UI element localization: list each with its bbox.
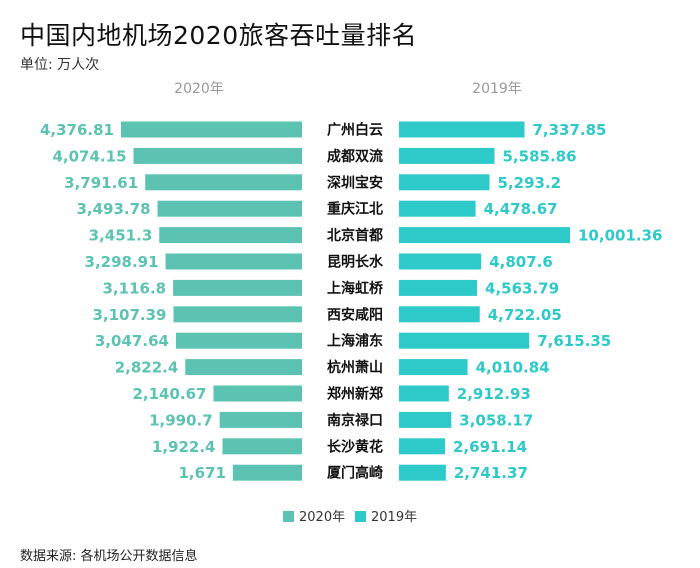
value-label-2020: 2,822.4 — [115, 359, 179, 377]
chart-row: 3,107.39 西安咸阳 4,722.05 — [92, 306, 561, 324]
airport-name: 重庆江北 — [327, 201, 383, 218]
airport-name: 上海浦东 — [327, 333, 383, 350]
value-label-2020: 1,990.7 — [149, 411, 213, 429]
chart-row: 3,791.61 深圳宝安 5,293.2 — [64, 174, 561, 192]
chart-row: 1,922.4 长沙黄花 2,691.14 — [152, 438, 527, 456]
chart-row: 4,376.81 广州白云 7,337.85 — [40, 121, 607, 139]
legend-label-2019: 2019年 — [371, 510, 417, 525]
bar-2020 — [145, 174, 302, 191]
bar-2019 — [399, 200, 476, 217]
airport-name: 厦门高崎 — [327, 465, 383, 482]
value-label-2020: 4,074.15 — [52, 147, 126, 165]
value-label-2019: 7,337.85 — [532, 121, 606, 139]
chart-rows: 4,376.81 广州白云 7,337.85 4,074.15 成都双流 5,585.86… — [40, 121, 663, 482]
value-label-2019: 7,615.35 — [537, 332, 611, 350]
chart-legend: 2020年 2019年 — [283, 510, 417, 525]
unit-label: 单位: 万人次 — [20, 57, 100, 73]
value-label-2020: 2,140.67 — [132, 385, 206, 403]
bar-2019 — [399, 253, 482, 270]
value-label-2020: 4,376.81 — [40, 121, 114, 139]
value-label-2019: 4,722.05 — [488, 306, 562, 324]
value-label-2020: 1,922.4 — [152, 438, 216, 456]
bar-2020 — [222, 438, 302, 455]
chart-row: 1,990.7 南京禄口 3,058.17 — [149, 411, 533, 429]
legend-label-2020: 2020年 — [299, 510, 345, 525]
value-label-2020: 3,116.8 — [103, 279, 167, 297]
left-column-header-text: 2020年 — [174, 81, 224, 97]
right-column-header-text: 2019年 — [472, 81, 522, 97]
bar-2019 — [399, 332, 530, 349]
value-label-2020: 3,047.64 — [95, 332, 169, 350]
bar-2020 — [173, 306, 302, 323]
chart-row: 2,822.4 杭州萧山 4,010.84 — [115, 359, 550, 377]
chart-row: 1,671 厦门高崎 2,741.37 — [178, 464, 527, 482]
chart-row: 3,298.91 昆明长水 4,807.6 — [85, 253, 553, 271]
left-column-header: 2020年 — [174, 81, 224, 97]
airport-name: 成都双流 — [327, 148, 383, 165]
right-column-header: 2019年 — [472, 81, 522, 97]
value-label-2020: 3,107.39 — [92, 306, 166, 324]
value-label-2020: 3,791.61 — [64, 174, 138, 192]
chart-title: 中国内地机场2020旅客吞吐量排名 — [20, 21, 418, 50]
chart-row: 3,493.78 重庆江北 4,478.67 — [76, 200, 557, 218]
bar-2020 — [159, 227, 302, 244]
value-label-2020: 3,493.78 — [76, 200, 150, 218]
chart-row: 2,140.67 郑州新郑 2,912.93 — [132, 385, 530, 403]
value-label-2019: 10,001.36 — [578, 227, 662, 245]
chart-row: 3,451.3 北京首都 10,001.36 — [89, 227, 663, 245]
value-label-2019: 5,585.86 — [503, 147, 577, 165]
airport-name: 西安咸阳 — [327, 306, 383, 323]
data-source: 数据来源: 各机场公开数据信息 — [20, 549, 198, 564]
value-label-2019: 4,563.79 — [485, 279, 559, 297]
airport-name: 深圳宝安 — [327, 174, 383, 191]
bar-2020 — [165, 253, 302, 270]
bar-2020 — [175, 332, 302, 349]
bar-2019 — [399, 385, 449, 402]
bar-2020 — [133, 147, 302, 164]
bar-2019 — [399, 359, 468, 376]
bar-2019 — [399, 174, 490, 191]
bar-2020 — [121, 121, 302, 138]
legend-swatch-2019 — [355, 511, 366, 522]
airport-name: 杭州萧山 — [327, 359, 383, 376]
airport-name: 郑州新郑 — [327, 386, 383, 403]
chart-row: 4,074.15 成都双流 5,585.86 — [52, 147, 576, 165]
airport-name: 长沙黄花 — [327, 438, 383, 455]
value-label-2019: 2,741.37 — [454, 464, 528, 482]
airport-name: 北京首都 — [327, 227, 383, 244]
bar-2019 — [399, 279, 478, 296]
bar-2019 — [399, 147, 495, 164]
bar-2020 — [219, 411, 302, 428]
value-label-2019: 4,478.67 — [484, 200, 558, 218]
value-label-2019: 2,912.93 — [457, 385, 531, 403]
bar-2019 — [399, 121, 525, 138]
value-label-2020: 1,671 — [178, 464, 225, 482]
value-label-2020: 3,451.3 — [89, 227, 153, 245]
bar-2019 — [399, 227, 570, 244]
chart-row: 3,116.8 上海虹桥 4,563.79 — [103, 279, 560, 297]
bar-2020 — [213, 385, 302, 402]
bar-2020 — [185, 359, 302, 376]
value-label-2019: 4,010.84 — [476, 359, 550, 377]
airport-name: 昆明长水 — [327, 254, 384, 271]
bar-2020 — [157, 200, 302, 217]
airport-name: 南京禄口 — [327, 412, 383, 429]
bar-2020 — [173, 279, 302, 296]
value-label-2020: 3,298.91 — [85, 253, 159, 271]
legend-swatch-2020 — [283, 511, 294, 522]
value-label-2019: 3,058.17 — [459, 411, 533, 429]
bar-2019 — [399, 464, 446, 481]
airport-name: 广州白云 — [327, 122, 383, 139]
value-label-2019: 2,691.14 — [453, 438, 527, 456]
bar-2019 — [399, 411, 452, 428]
airport-name: 上海虹桥 — [327, 280, 384, 297]
value-label-2019: 5,293.2 — [498, 174, 562, 192]
bar-2019 — [399, 306, 480, 323]
bar-2019 — [399, 438, 446, 455]
bar-2020 — [232, 464, 302, 481]
value-label-2019: 4,807.6 — [489, 253, 553, 271]
chart-row: 3,047.64 上海浦东 7,615.35 — [95, 332, 611, 350]
